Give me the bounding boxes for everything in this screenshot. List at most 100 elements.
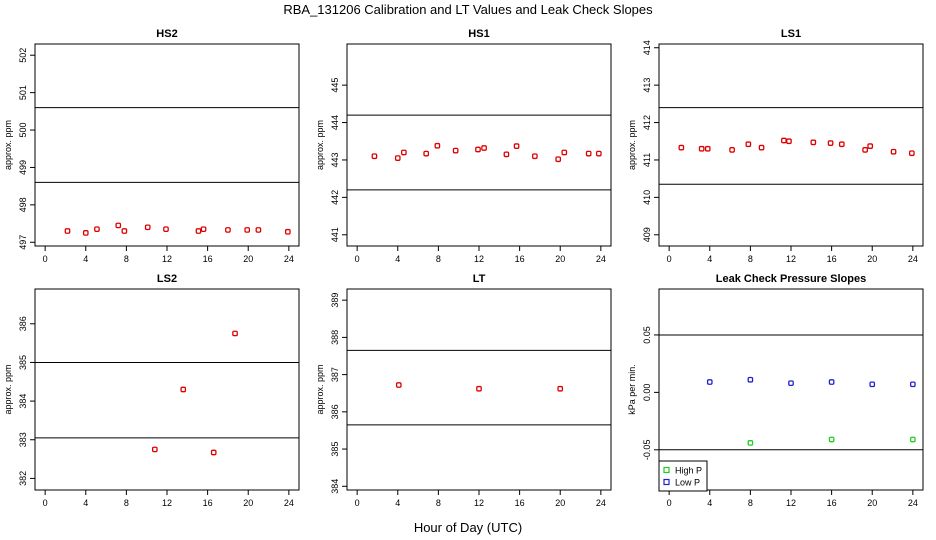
- data-point: [423, 150, 430, 157]
- x-tick-label: 24: [284, 498, 294, 508]
- data-point: [200, 226, 207, 233]
- data-point: [244, 227, 251, 233]
- data-point: [394, 155, 401, 161]
- data-point: [395, 382, 402, 388]
- plot-frame: [658, 43, 924, 247]
- y-tick-label: 412: [642, 115, 652, 130]
- y-tick-label: 409: [642, 227, 652, 242]
- y-tick-label: 389: [330, 293, 340, 308]
- x-tick-label: 8: [436, 254, 441, 264]
- panels: HS2 0 4 8 12 16 20 24 497 498 499 500 501 502 approx. …: [3, 28, 924, 508]
- data-point: [827, 140, 834, 146]
- data-point: [513, 143, 520, 149]
- data-point: [121, 228, 128, 234]
- y-tick-label: 383: [18, 432, 28, 447]
- plot-frame: [34, 288, 300, 491]
- y-tick-label: 410: [642, 190, 652, 205]
- y-tick-label: 443: [330, 152, 340, 167]
- legend-marker: [663, 466, 670, 474]
- data-point: [401, 149, 407, 156]
- data-point: [698, 145, 705, 152]
- x-tick-label: 0: [667, 254, 672, 264]
- x-tick-label: 20: [555, 254, 565, 264]
- data-point: [706, 379, 713, 385]
- data-point: [862, 147, 868, 153]
- data-point: [781, 137, 787, 144]
- data-point: [144, 224, 151, 231]
- data-point: [810, 139, 817, 146]
- data-point: [909, 381, 916, 388]
- plot-frame: [34, 43, 300, 247]
- x-tick-label: 12: [786, 254, 796, 264]
- x-tick-label: 12: [162, 498, 172, 508]
- legend-entry: Low P: [675, 478, 700, 488]
- y-tick-label: 387: [330, 367, 340, 382]
- data-point: [481, 145, 487, 151]
- y-axis-label: approx. ppm: [3, 120, 13, 170]
- x-tick-label: 16: [515, 498, 525, 508]
- data-point: [745, 141, 752, 148]
- x-tick-label: 24: [596, 498, 606, 508]
- data-point: [475, 146, 481, 153]
- panel-title: HS1: [468, 28, 489, 40]
- data-point: [561, 149, 568, 156]
- y-tick-label: 500: [18, 123, 28, 138]
- x-tick-label: 8: [124, 498, 129, 508]
- legend-marker: [663, 478, 670, 486]
- y-tick-label: 382: [18, 471, 28, 486]
- x-tick-label: 4: [395, 498, 400, 508]
- data-point: [828, 436, 835, 443]
- data-point: [747, 440, 754, 446]
- y-tick-label: 501: [18, 85, 28, 100]
- data-point: [555, 156, 562, 163]
- data-point: [371, 153, 378, 160]
- y-tick-label: 386: [330, 404, 340, 419]
- data-point: [908, 150, 915, 157]
- data-point: [115, 222, 122, 229]
- y-tick-label: 502: [18, 48, 28, 63]
- x-tick-label: 0: [355, 498, 360, 508]
- y-axis-label: approx. ppm: [627, 120, 637, 170]
- data-point: [678, 144, 685, 151]
- plot-frame: [346, 43, 612, 247]
- x-tick-label: 0: [43, 498, 48, 508]
- data-point: [64, 228, 71, 234]
- panel-ls2: LS2 0 4 8 12 16 20 24 382 383 384 385 386 approx. ppm: [3, 273, 300, 508]
- y-tick-label: 497: [18, 235, 28, 250]
- data-point: [585, 150, 592, 157]
- data-point: [151, 446, 158, 453]
- data-point: [503, 151, 510, 158]
- legend-box: [658, 460, 708, 492]
- data-point: [476, 385, 482, 392]
- x-tick-label: 24: [596, 254, 606, 264]
- data-point: [255, 227, 262, 233]
- y-tick-label: 388: [330, 330, 340, 345]
- data-point: [232, 330, 238, 337]
- x-tick-label: 24: [284, 254, 294, 264]
- x-tick-label: 0: [667, 498, 672, 508]
- data-point: [195, 228, 202, 234]
- x-tick-label: 4: [707, 254, 712, 264]
- y-tick-label: 413: [642, 78, 652, 93]
- y-tick-label: 499: [18, 160, 28, 175]
- data-point: [210, 449, 217, 456]
- panel-title: HS2: [156, 28, 177, 40]
- data-point: [828, 379, 835, 385]
- x-tick-label: 4: [83, 254, 88, 264]
- data-point: [909, 436, 916, 443]
- data-point: [284, 228, 291, 235]
- legend: High P Low P: [658, 460, 708, 492]
- panel-title: LT: [473, 273, 486, 285]
- y-axis-label: approx. ppm: [3, 364, 13, 414]
- y-tick-label: -0.05: [642, 440, 652, 461]
- x-tick-label: 8: [748, 498, 753, 508]
- x-tick-label: 16: [827, 498, 837, 508]
- x-axis-label: Hour of Day (UTC): [414, 520, 522, 535]
- x-tick-label: 8: [748, 254, 753, 264]
- y-tick-label: 444: [330, 115, 340, 130]
- data-point: [890, 148, 897, 155]
- data-point: [452, 147, 459, 154]
- y-tick-label: 0.05: [642, 326, 652, 344]
- data-point: [94, 226, 100, 233]
- y-tick-label: 0.00: [642, 384, 652, 402]
